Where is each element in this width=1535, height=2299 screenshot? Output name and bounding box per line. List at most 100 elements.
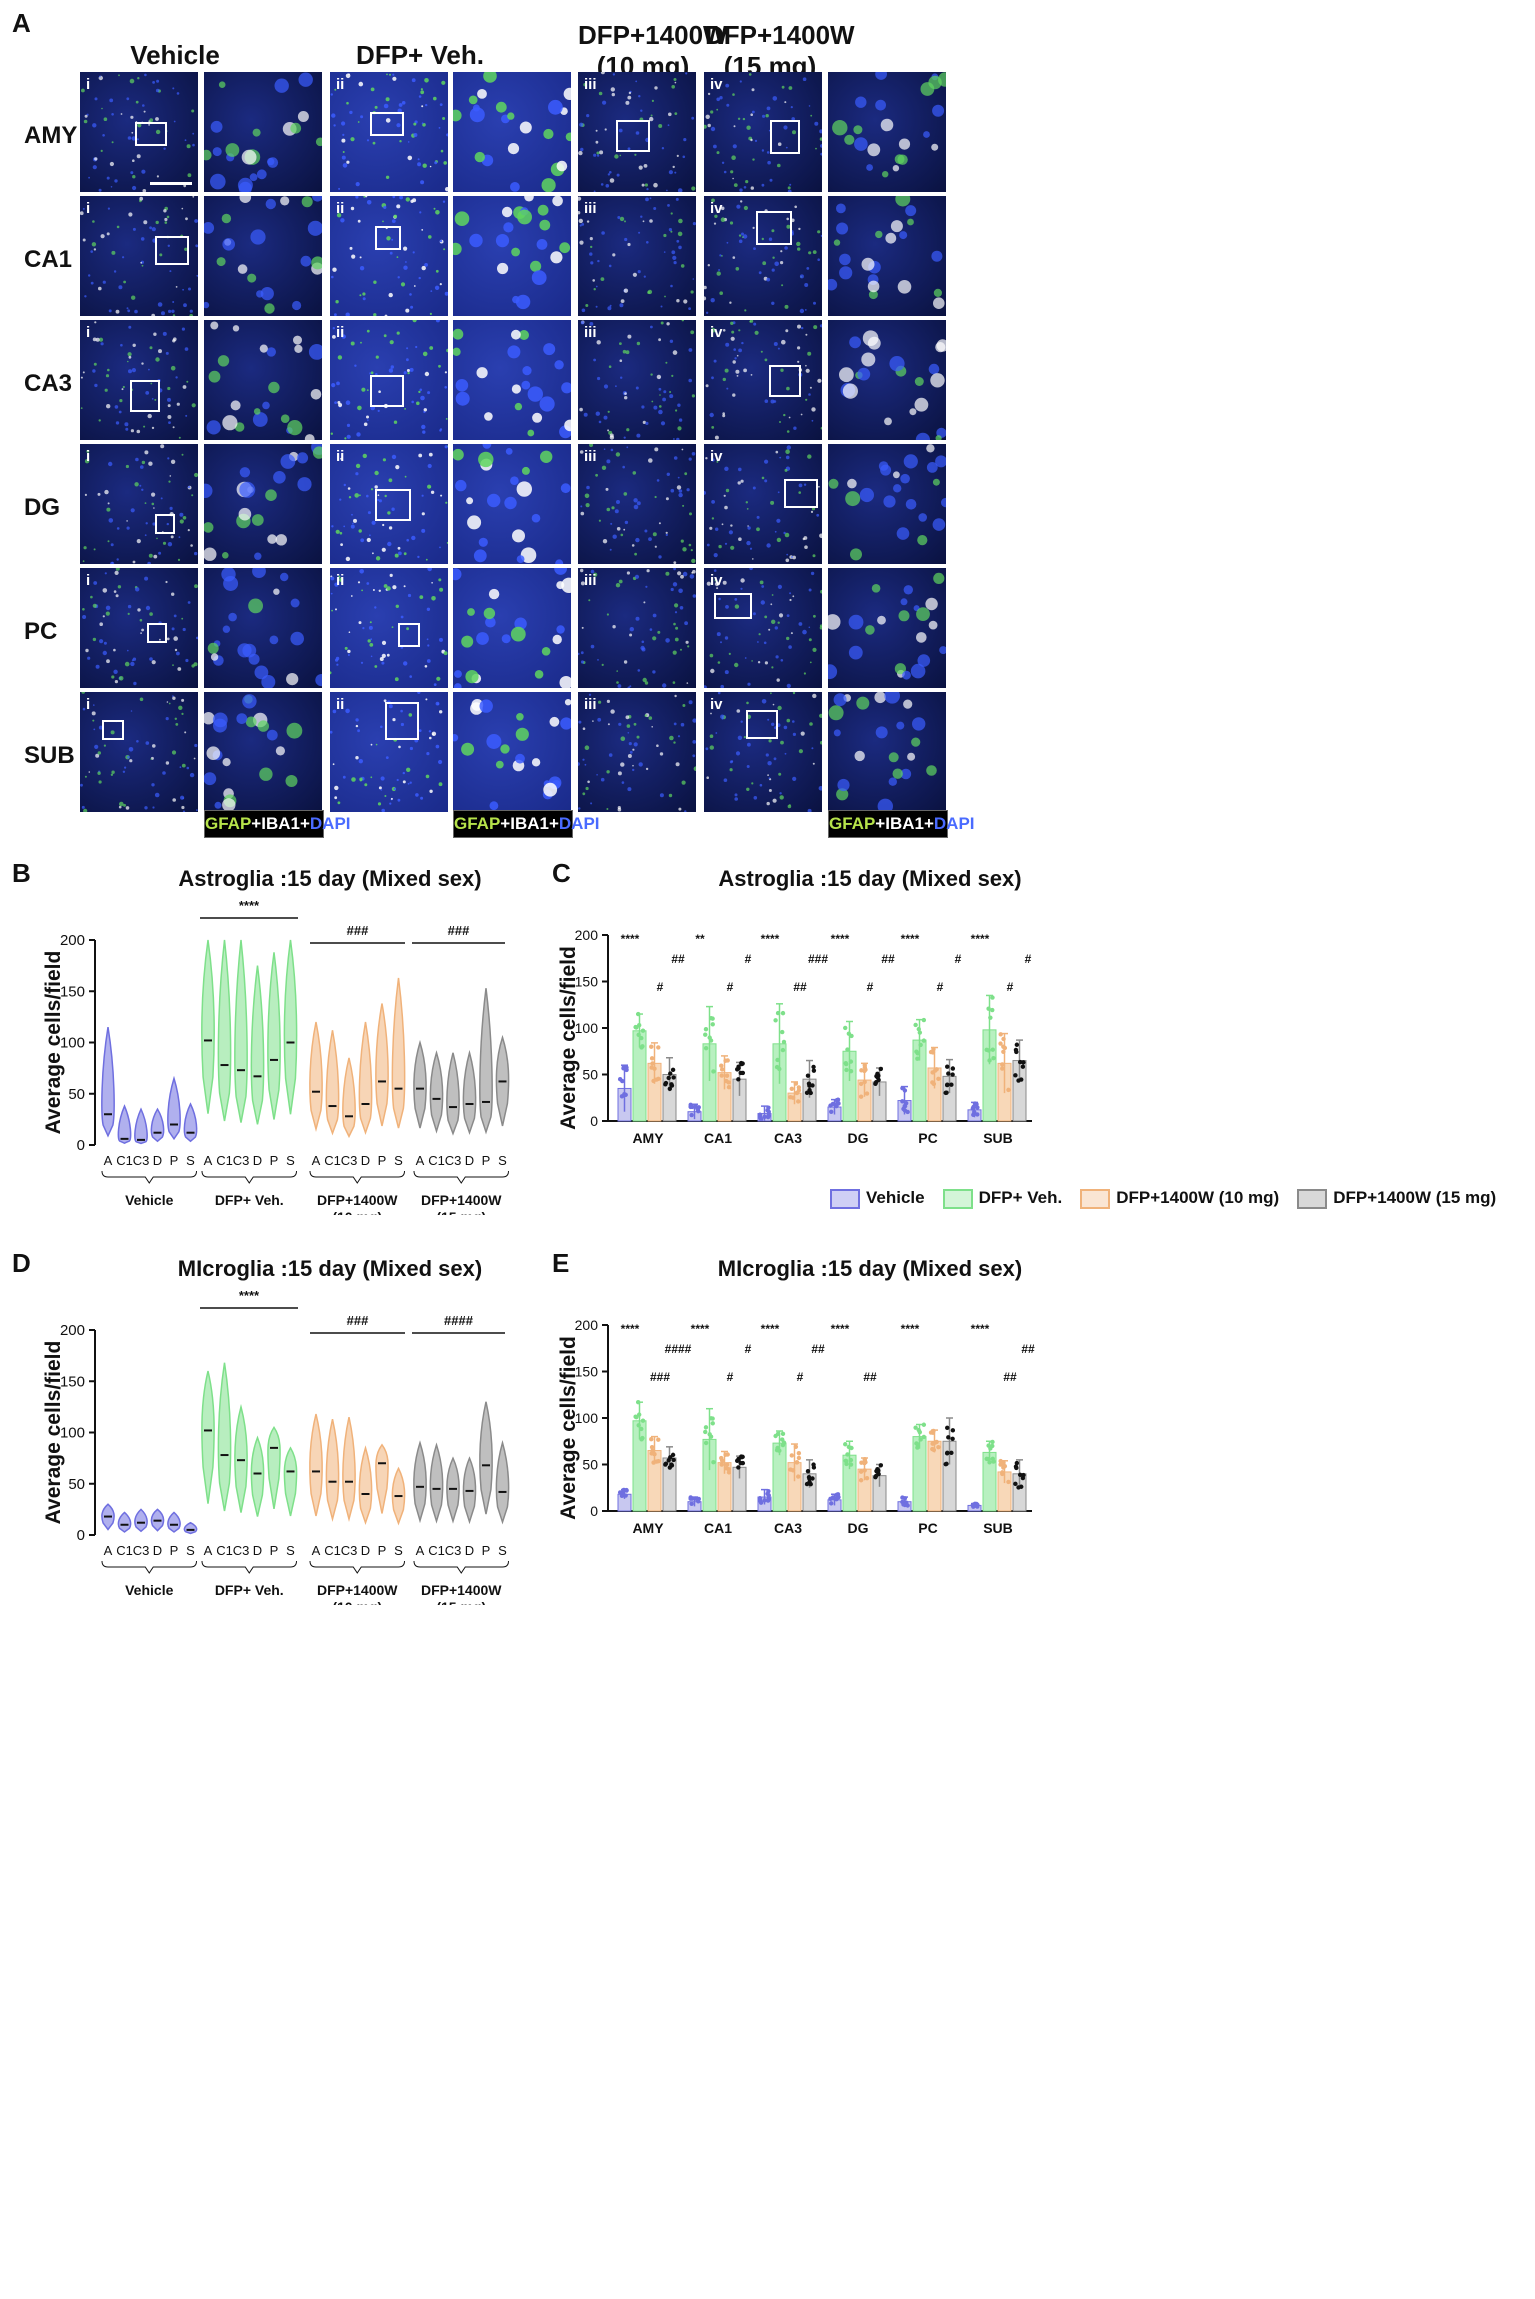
x-tick-label: C1 xyxy=(428,1543,445,1558)
panel-roman-numeral: iv xyxy=(710,324,723,341)
cell-texture xyxy=(453,196,571,310)
group-brace xyxy=(101,1560,197,1574)
x-tick-label: C3 xyxy=(445,1543,462,1558)
data-point xyxy=(649,1056,655,1061)
micrograph-dg-inset xyxy=(453,444,571,564)
data-point xyxy=(688,1104,693,1110)
panel-roman-numeral: ii xyxy=(336,448,345,465)
panel-c-title: Astroglia :15 day (Mixed sex) xyxy=(718,866,1022,891)
data-point xyxy=(934,1439,939,1445)
roi-box xyxy=(375,489,411,521)
x-tick-label: C3 xyxy=(233,1153,250,1168)
data-point xyxy=(736,1456,741,1462)
data-point xyxy=(949,1082,954,1087)
data-point xyxy=(859,1068,864,1073)
micrograph-sub-field: i xyxy=(80,692,198,812)
panel-roman-numeral: iv xyxy=(710,448,723,465)
data-point xyxy=(984,1456,989,1462)
x-tick-label: CA3 xyxy=(774,1520,802,1536)
panel-roman-numeral: ii xyxy=(336,572,345,589)
data-point xyxy=(915,1445,920,1450)
data-point xyxy=(991,1459,996,1464)
x-tick-label: D xyxy=(361,1543,370,1558)
data-point xyxy=(905,1109,910,1115)
y-tick-label: 0 xyxy=(590,1113,598,1129)
data-point xyxy=(998,1041,1003,1046)
data-point xyxy=(930,1080,935,1085)
data-point xyxy=(689,1501,694,1506)
group-brace xyxy=(309,1170,405,1184)
significance-mark: ## xyxy=(671,952,685,966)
data-point xyxy=(710,1016,715,1021)
panel-roman-numeral: iv xyxy=(710,696,723,713)
x-tick-label: C1 xyxy=(216,1543,233,1558)
data-point xyxy=(736,1465,741,1470)
data-point xyxy=(725,1452,730,1457)
panel-roman-numeral: ii xyxy=(336,76,345,93)
data-point xyxy=(1001,1049,1006,1054)
data-point xyxy=(634,1025,639,1030)
data-point xyxy=(945,1064,950,1069)
group-label: DFP+ Veh. xyxy=(215,1582,284,1598)
data-point xyxy=(650,1061,655,1066)
roi-box xyxy=(130,380,160,412)
x-tick-label: A xyxy=(312,1153,321,1168)
data-point xyxy=(793,1444,799,1450)
x-tick-label: S xyxy=(186,1543,195,1558)
data-point xyxy=(971,1502,976,1507)
violin xyxy=(495,1440,510,1525)
x-tick-label: C3 xyxy=(341,1543,358,1558)
x-tick-label: SUB xyxy=(983,1520,1013,1536)
data-point xyxy=(623,1493,628,1498)
x-tick-label: S xyxy=(186,1153,195,1168)
data-point xyxy=(663,1462,668,1467)
data-point xyxy=(913,1425,918,1430)
cell-texture xyxy=(705,692,822,812)
data-point xyxy=(1016,1078,1021,1083)
data-point xyxy=(829,1501,834,1506)
cell-texture xyxy=(330,568,448,686)
data-point xyxy=(918,1437,923,1442)
significance-mark: **** xyxy=(761,932,780,946)
data-point xyxy=(946,1071,951,1076)
micrograph-pc-inset xyxy=(453,568,571,688)
significance-mark: **** xyxy=(901,932,920,946)
violin xyxy=(309,1021,323,1132)
data-point xyxy=(757,1496,763,1501)
data-point xyxy=(740,1454,745,1460)
data-point xyxy=(617,1490,623,1495)
significance-mark: ** xyxy=(695,932,705,946)
panel-label-b: B xyxy=(12,858,31,888)
panel-roman-numeral: i xyxy=(86,200,91,217)
stain-iba1: +IBA1+ xyxy=(500,814,559,833)
significance-mark: **** xyxy=(621,1322,640,1336)
roi-box xyxy=(385,702,419,740)
x-tick-label: A xyxy=(416,1543,425,1558)
data-point xyxy=(858,1094,864,1099)
cell-texture xyxy=(81,73,195,192)
data-point xyxy=(944,1461,949,1467)
x-tick-label: DG xyxy=(848,1520,869,1536)
data-point xyxy=(928,1430,934,1435)
x-tick-label: S xyxy=(286,1153,295,1168)
panel-roman-numeral: iv xyxy=(710,572,723,589)
panel-label-c: C xyxy=(552,858,571,888)
x-tick-label: C1 xyxy=(324,1543,341,1558)
data-point xyxy=(788,1095,793,1100)
significance-mark: **** xyxy=(691,1322,710,1336)
data-point xyxy=(930,1441,935,1446)
stain-dapi: DAPI xyxy=(309,814,351,833)
data-point xyxy=(758,1116,764,1122)
micrograph-pc-field: i xyxy=(80,568,198,688)
data-point xyxy=(780,1010,786,1016)
row-label-pc: PC xyxy=(24,618,58,645)
data-point xyxy=(849,1445,854,1451)
data-point xyxy=(848,1457,854,1463)
cell-texture xyxy=(80,196,198,316)
data-point xyxy=(736,1077,741,1082)
micrograph-ca1-field: iii xyxy=(578,196,696,316)
data-point xyxy=(1013,1073,1018,1078)
legend-item: DFP+1400W (10 mg) xyxy=(1080,1188,1279,1209)
data-point xyxy=(921,1422,927,1427)
data-point xyxy=(671,1075,676,1080)
